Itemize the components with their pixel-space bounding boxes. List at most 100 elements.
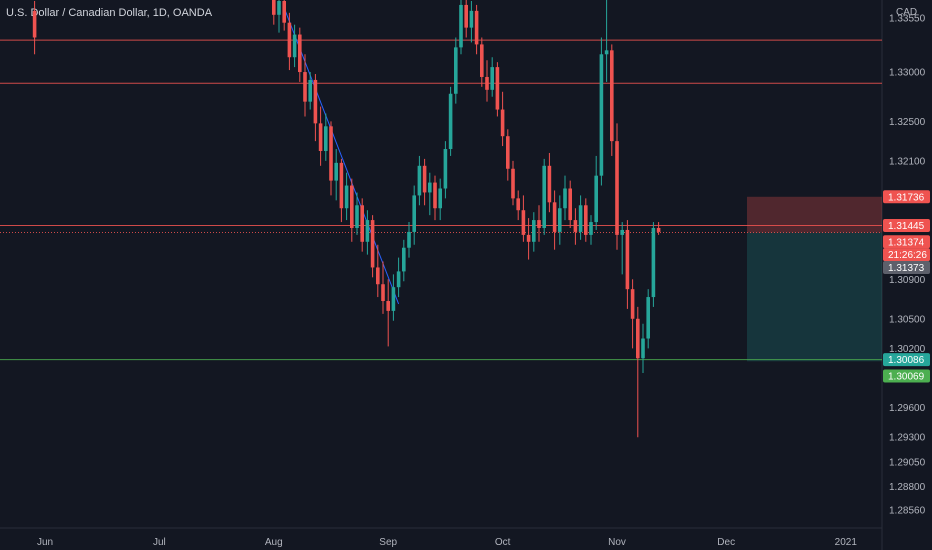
- candle-body: [298, 34, 302, 73]
- candle-body: [370, 220, 375, 268]
- candle-body: [615, 141, 619, 235]
- candle-body: [584, 205, 588, 235]
- price-tick-label: 1.30900: [889, 275, 926, 286]
- price-tick-label: 1.30200: [889, 344, 926, 355]
- candle-body: [537, 220, 541, 228]
- candle-body: [407, 231, 411, 248]
- candle-body: [344, 185, 349, 209]
- time-tick-label: Dec: [717, 537, 735, 548]
- candle-body: [526, 234, 531, 242]
- candle-body: [511, 168, 515, 199]
- candle-body: [32, 10, 37, 38]
- candle-body: [448, 93, 453, 150]
- candle-body: [459, 4, 463, 48]
- price-tag: [883, 260, 930, 274]
- price-tag: [883, 369, 930, 383]
- candle-body: [443, 149, 448, 189]
- candle-body: [589, 222, 593, 235]
- currency-label: CAD: [896, 7, 918, 18]
- price-tick-label: 1.32100: [889, 156, 926, 167]
- candle-body: [625, 229, 630, 290]
- candle-body: [532, 220, 536, 242]
- candle-body: [516, 198, 520, 211]
- candle-body: [339, 162, 344, 209]
- candle-body: [552, 202, 557, 232]
- price-tick-label: 1.29050: [889, 457, 926, 468]
- candle-body: [360, 205, 364, 242]
- candle-body: [417, 165, 422, 196]
- candle-body: [599, 54, 604, 176]
- take-profit-zone: [747, 232, 882, 362]
- candle-body: [402, 247, 406, 272]
- candle-body: [547, 165, 552, 203]
- candle-body: [308, 79, 312, 102]
- time-tick-label: Nov: [608, 537, 626, 548]
- candle-body: [350, 185, 354, 228]
- time-tick-label: Sep: [379, 537, 397, 548]
- candle-body: [521, 210, 526, 235]
- price-tick-label: 1.28800: [889, 482, 926, 493]
- candle-body: [610, 50, 614, 142]
- price-tick-label: 1.29300: [889, 433, 926, 444]
- candle-body: [568, 188, 572, 221]
- candle-body: [412, 195, 416, 232]
- candle-body: [272, 0, 276, 15]
- time-tick-label: Aug: [265, 537, 283, 548]
- candle-body: [454, 47, 458, 94]
- candle-body: [636, 318, 640, 359]
- price-tag: [883, 190, 930, 204]
- candle-body: [490, 67, 494, 90]
- candle-body: [282, 0, 286, 23]
- candle-body: [646, 297, 650, 339]
- candle-body: [620, 229, 624, 235]
- candle-body: [365, 220, 370, 242]
- candle-body: [469, 10, 474, 28]
- candle-body: [318, 123, 323, 151]
- price-tag-label: 1.31373: [888, 263, 925, 274]
- price-tag-label: 21:26:26: [888, 250, 927, 261]
- candle-body: [630, 289, 635, 319]
- candle-body: [292, 34, 297, 58]
- candle-body: [391, 287, 396, 311]
- time-tick-label: Jun: [37, 537, 53, 548]
- candle-body: [313, 79, 318, 124]
- price-tick-label: 1.33000: [889, 68, 926, 79]
- price-tag-label: 1.31736: [888, 192, 925, 203]
- candle-body: [500, 109, 505, 137]
- price-tick-label: 1.29600: [889, 403, 926, 414]
- candle-body: [355, 205, 359, 228]
- price-tick-label: 1.30500: [889, 314, 926, 325]
- time-tick-label: 2021: [835, 537, 858, 548]
- price-tick-label: 1.28560: [889, 506, 926, 517]
- price-tag: [883, 219, 930, 233]
- candle-body: [329, 126, 333, 181]
- candle-body: [438, 188, 442, 209]
- candle-body: [396, 271, 401, 288]
- candle-body: [578, 205, 583, 232]
- candle-body: [376, 267, 380, 285]
- price-tag-label: 1.30086: [888, 355, 925, 366]
- candle-body: [594, 175, 598, 223]
- price-tag: [883, 235, 930, 249]
- stop-loss-zone: [747, 196, 882, 233]
- price-tag-label: 1.31445: [888, 221, 925, 232]
- time-tick-label: Oct: [495, 537, 511, 548]
- candle-body: [542, 165, 546, 228]
- price-tag: [883, 248, 930, 262]
- candle-body: [386, 301, 390, 311]
- candle-body: [651, 227, 656, 298]
- candle-body: [558, 208, 562, 232]
- price-tag-label: 1.30069: [888, 372, 925, 383]
- candle-body: [474, 10, 479, 45]
- candle-body: [495, 67, 500, 110]
- candle-body: [277, 0, 281, 15]
- candle-body: [641, 338, 645, 359]
- candle-body: [464, 4, 468, 28]
- candle-body: [287, 22, 292, 58]
- candle-body: [381, 284, 385, 302]
- price-tick-label: 1.33550: [889, 13, 926, 24]
- candle-body: [480, 44, 484, 77]
- candle-body: [485, 76, 489, 90]
- candle-body: [573, 220, 578, 232]
